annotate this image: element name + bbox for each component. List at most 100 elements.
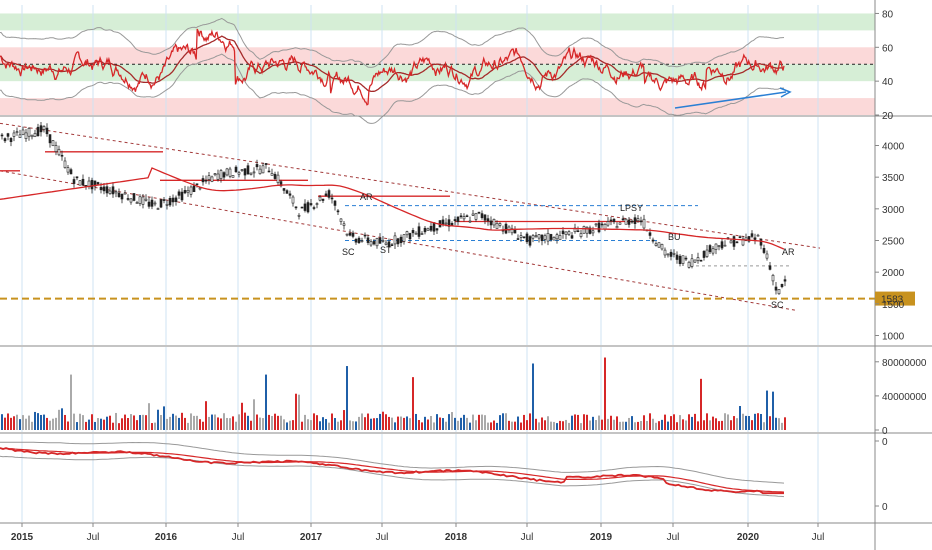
candle-body (474, 212, 478, 220)
candle-body (594, 223, 598, 226)
candle-body (687, 261, 691, 268)
x-tick-label: Jul (232, 532, 245, 543)
candle-body (249, 172, 253, 175)
candle-body (24, 132, 28, 139)
volume-bar (1, 414, 3, 430)
candle-body (540, 234, 544, 242)
volume-bar (409, 418, 411, 430)
volume-bar (397, 416, 399, 430)
volume-bar (556, 423, 558, 430)
candle-body (402, 234, 406, 242)
volume-bar (475, 420, 477, 430)
volume-bar (13, 416, 15, 430)
volume-bar (736, 418, 738, 430)
candle-body (150, 199, 154, 207)
oscillator-tick-label: 60 (882, 43, 894, 54)
candle-body (588, 227, 592, 234)
volume-bar (85, 421, 87, 430)
oscillator-zone (0, 64, 875, 82)
volume-bar (103, 419, 105, 430)
volume-bar (592, 416, 594, 430)
candle-body (285, 190, 289, 194)
wyckoff-annotation: SC (771, 300, 784, 310)
candle-body (75, 176, 79, 179)
volume-bar (301, 421, 303, 430)
candle-body (129, 198, 133, 203)
volume-bar (37, 413, 39, 430)
oscillator-line (0, 28, 785, 106)
candle-body (228, 168, 232, 177)
volume-bar (748, 416, 750, 430)
volume-bar (466, 417, 468, 430)
candle-body (753, 237, 757, 240)
candle-body (45, 127, 49, 135)
candle-body (54, 145, 58, 152)
volume-bar (205, 401, 207, 430)
volume-tick-label: 0 (882, 426, 888, 437)
volume-bar (619, 421, 621, 430)
candle-body (777, 289, 781, 295)
volume-bar (514, 421, 516, 430)
candle-body (342, 223, 346, 226)
candle-body (309, 203, 313, 206)
candle-body (462, 216, 466, 220)
cumulative-signal-line (0, 447, 785, 493)
candle-body (615, 226, 619, 229)
candle-body (657, 242, 661, 248)
candle-body (459, 215, 463, 218)
volume-bar (694, 413, 696, 430)
candle-body (606, 221, 610, 226)
volume-bar (28, 415, 30, 430)
volume-bar (4, 417, 6, 430)
volume-bar (322, 417, 324, 430)
candle-body (546, 233, 550, 242)
volume-bar (94, 421, 96, 430)
volume-bar (280, 415, 282, 430)
volume-bar (106, 416, 108, 430)
volume-bar (646, 420, 648, 430)
volume-bar (124, 414, 126, 430)
volume-bar (412, 377, 414, 430)
candle-body (699, 259, 703, 262)
divergence-arrowhead (779, 87, 792, 98)
volume-bar (289, 420, 291, 430)
candle-body (126, 198, 130, 200)
volume-bar (259, 417, 261, 430)
volume-bar (10, 417, 12, 430)
candle-body (237, 172, 241, 175)
volume-bar (394, 422, 396, 430)
candle-body (672, 252, 676, 255)
candle-body (663, 249, 667, 256)
candle-body (432, 222, 436, 232)
wyckoff-annotation: AR (360, 192, 373, 202)
candle-body (216, 173, 220, 180)
volume-bar (727, 414, 729, 430)
candle-body (0, 134, 4, 137)
volume-bar (307, 419, 309, 430)
volume-bar (232, 416, 234, 430)
candle-body (609, 219, 613, 222)
volume-bar (766, 390, 768, 430)
candle-body (468, 220, 472, 223)
candle-body (387, 241, 391, 247)
candle-body (714, 243, 718, 250)
candle-body (600, 223, 604, 226)
candle-body (447, 219, 451, 227)
volume-bar (172, 413, 174, 430)
oscillator-lower-band (0, 53, 785, 124)
volume-bar (718, 421, 720, 430)
volume-bar (673, 414, 675, 430)
volume-bar (520, 422, 522, 430)
x-tick-label: 2015 (11, 532, 34, 543)
candle-body (21, 129, 25, 136)
volume-bar (610, 415, 612, 430)
volume-bar (223, 413, 225, 430)
candle-body (192, 185, 196, 193)
volume-bar (154, 422, 156, 430)
candle-body (279, 181, 283, 187)
cumulative-lower-band (0, 455, 785, 498)
volume-bar (580, 423, 582, 430)
candle-body (111, 186, 115, 195)
volume-bar (82, 415, 84, 430)
